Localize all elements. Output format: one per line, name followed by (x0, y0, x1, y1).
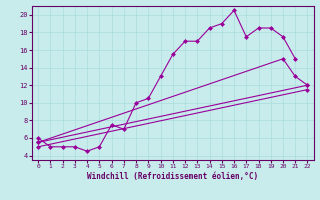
X-axis label: Windchill (Refroidissement éolien,°C): Windchill (Refroidissement éolien,°C) (87, 172, 258, 181)
